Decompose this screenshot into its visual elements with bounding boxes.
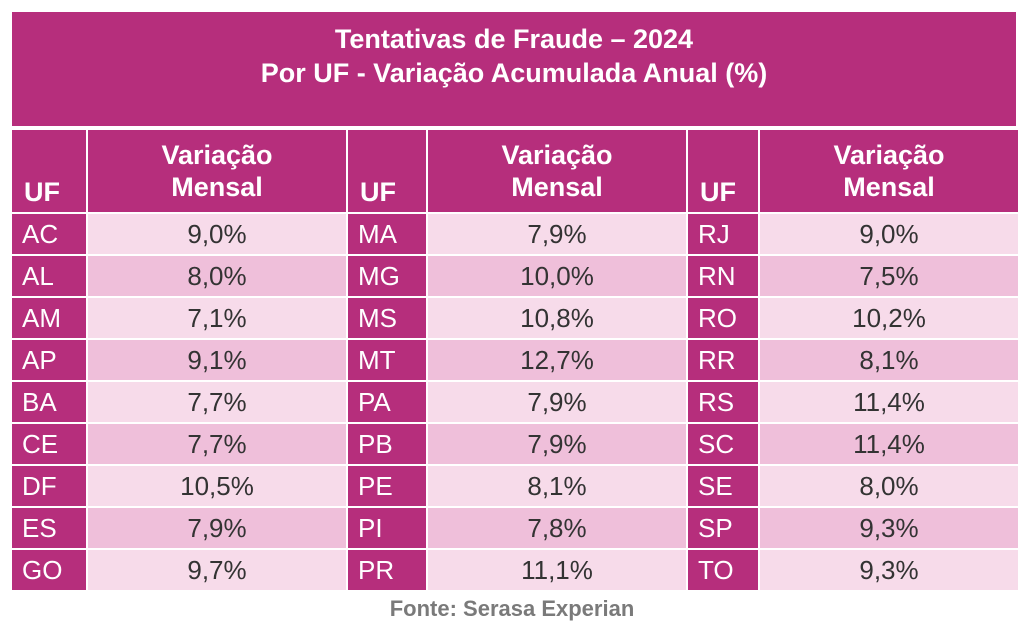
fraud-table-card: Tentativas de Fraude – 2024 Por UF - Var… <box>10 10 1020 592</box>
value-cell: 8,1% <box>758 338 1020 382</box>
value-cell: 7,9% <box>86 506 348 550</box>
table-title: Tentativas de Fraude – 2024 <box>334 24 694 54</box>
fraud-table: UF Variação Mensal UF Variação Mensal UF V… <box>10 128 1020 592</box>
value-cell: 10,5% <box>86 464 348 508</box>
uf-cell: MT <box>346 338 428 382</box>
value-cell: 11,1% <box>426 548 688 592</box>
value-cell: 7,7% <box>86 422 348 466</box>
uf-cell: SC <box>686 422 760 466</box>
header-uf: UF <box>346 128 428 214</box>
uf-cell: RJ <box>686 212 760 256</box>
header-variacao-line1: Variação <box>161 140 273 170</box>
uf-cell: PR <box>346 548 428 592</box>
value-cell: 7,1% <box>86 296 348 340</box>
value-cell: 7,7% <box>86 380 348 424</box>
header-variacao: Variação Mensal <box>426 128 688 214</box>
uf-cell: MA <box>346 212 428 256</box>
header-variacao-line1: Variação <box>833 140 945 170</box>
uf-cell: SE <box>686 464 760 508</box>
uf-cell: AP <box>10 338 88 382</box>
uf-cell: RR <box>686 338 760 382</box>
value-cell: 9,3% <box>758 506 1020 550</box>
value-cell: 8,0% <box>758 464 1020 508</box>
value-cell: 8,1% <box>426 464 688 508</box>
table-body: AC 9,0% MA 7,9% RJ 9,0% AL 8,0% MG 10,0% RN 7,5% AM 7… <box>10 212 1020 592</box>
table-row: CE 7,7% PB 7,9% SC 11,4% <box>10 422 1020 466</box>
uf-cell: PB <box>346 422 428 466</box>
value-cell: 7,9% <box>426 422 688 466</box>
header-uf: UF <box>686 128 760 214</box>
header-variacao: Variação Mensal <box>758 128 1020 214</box>
uf-cell: RS <box>686 380 760 424</box>
uf-cell: BA <box>10 380 88 424</box>
table-row: AM 7,1% MS 10,8% RO 10,2% <box>10 296 1020 340</box>
uf-cell: RO <box>686 296 760 340</box>
value-cell: 9,0% <box>758 212 1020 256</box>
value-cell: 9,7% <box>86 548 348 592</box>
table-row: AP 9,1% MT 12,7% RR 8,1% <box>10 338 1020 382</box>
value-cell: 11,4% <box>758 380 1020 424</box>
uf-cell: SP <box>686 506 760 550</box>
uf-cell: MS <box>346 296 428 340</box>
uf-cell: MG <box>346 254 428 298</box>
source-note: Fonte: Serasa Experian <box>389 596 635 621</box>
value-cell: 8,0% <box>86 254 348 298</box>
table-row: AC 9,0% MA 7,9% RJ 9,0% <box>10 212 1020 256</box>
table-row: GO 9,7% PR 11,1% TO 9,3% <box>10 548 1020 592</box>
uf-cell: AM <box>10 296 88 340</box>
value-cell: 11,4% <box>758 422 1020 466</box>
uf-cell: AL <box>10 254 88 298</box>
uf-cell: ES <box>10 506 88 550</box>
value-cell: 10,8% <box>426 296 688 340</box>
header-variacao-line1: Variação <box>501 140 613 170</box>
uf-cell: RN <box>686 254 760 298</box>
header-variacao-line2: Mensal <box>843 172 935 202</box>
header-variacao-line2: Mensal <box>511 172 603 202</box>
header-variacao: Variação Mensal <box>86 128 348 214</box>
uf-cell: PA <box>346 380 428 424</box>
uf-cell: PE <box>346 464 428 508</box>
value-cell: 12,7% <box>426 338 688 382</box>
uf-cell: TO <box>686 548 760 592</box>
header-uf: UF <box>10 128 88 214</box>
header-variacao-line2: Mensal <box>171 172 263 202</box>
uf-cell: PI <box>346 506 428 550</box>
table-row: DF 10,5% PE 8,1% SE 8,0% <box>10 464 1020 508</box>
value-cell: 9,0% <box>86 212 348 256</box>
table-header-row: UF Variação Mensal UF Variação Mensal UF V… <box>10 128 1020 214</box>
uf-cell: CE <box>10 422 88 466</box>
table-row: BA 7,7% PA 7,9% RS 11,4% <box>10 380 1020 424</box>
value-cell: 7,8% <box>426 506 688 550</box>
value-cell: 7,9% <box>426 380 688 424</box>
table-row: AL 8,0% MG 10,0% RN 7,5% <box>10 254 1020 298</box>
value-cell: 10,2% <box>758 296 1020 340</box>
value-cell: 7,9% <box>426 212 688 256</box>
table-subtitle: Por UF - Variação Acumulada Anual (%) <box>260 58 768 88</box>
table-title-block: Tentativas de Fraude – 2024 Por UF - Var… <box>10 10 1018 128</box>
value-cell: 7,5% <box>758 254 1020 298</box>
uf-cell: GO <box>10 548 88 592</box>
value-cell: 9,1% <box>86 338 348 382</box>
value-cell: 10,0% <box>426 254 688 298</box>
value-cell: 9,3% <box>758 548 1020 592</box>
uf-cell: AC <box>10 212 88 256</box>
uf-cell: DF <box>10 464 88 508</box>
table-row: ES 7,9% PI 7,8% SP 9,3% <box>10 506 1020 550</box>
